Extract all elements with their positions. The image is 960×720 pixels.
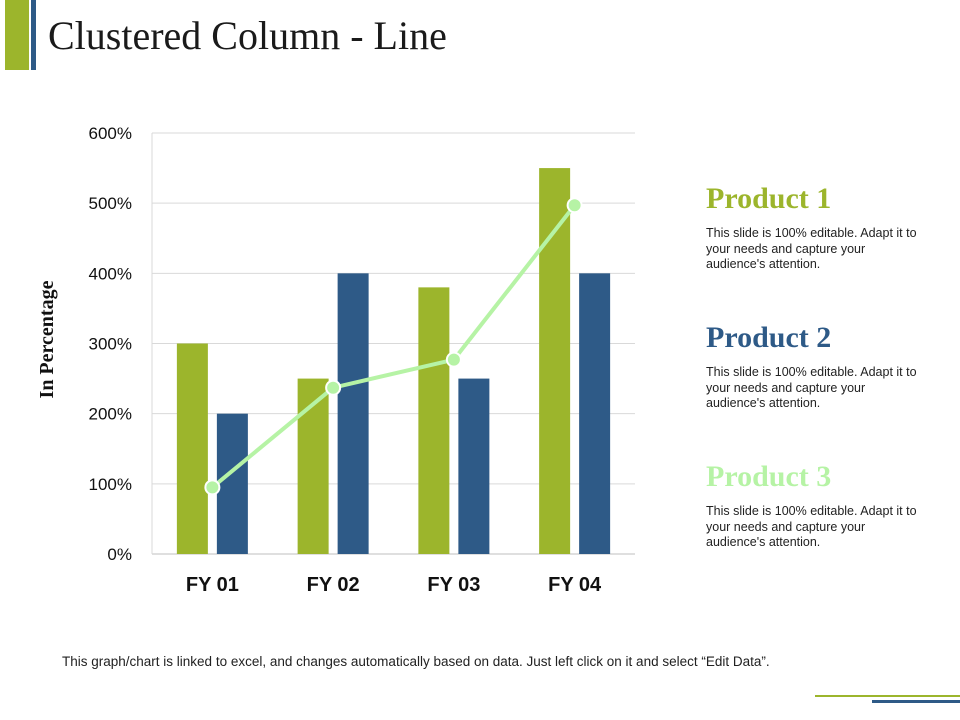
title-accent-blue xyxy=(31,0,36,70)
bar-product-1 xyxy=(418,287,450,554)
bar-product-2 xyxy=(458,378,490,554)
legend-product-1: Product 1 This slide is 100% editable. A… xyxy=(706,184,936,273)
legend-product-2: Product 2 This slide is 100% editable. A… xyxy=(706,323,936,412)
line-point xyxy=(204,479,221,496)
y-tick-label: 400% xyxy=(89,264,132,283)
y-tick-label: 0% xyxy=(107,545,132,564)
y-tick-label: 300% xyxy=(89,335,132,354)
legend-product-1-title: Product 1 xyxy=(706,182,832,215)
y-tick-label: 100% xyxy=(89,475,132,494)
corner-accent-blue xyxy=(872,700,960,703)
line-series-product-3 xyxy=(211,204,577,489)
legend-product-1-desc: This slide is 100% editable. Adapt it to… xyxy=(706,226,917,271)
x-category-label: FY 02 xyxy=(307,574,360,596)
bar-product-1 xyxy=(297,378,329,554)
bar-product-2 xyxy=(579,273,611,554)
line-point xyxy=(445,351,462,368)
legend-product-3-desc: This slide is 100% editable. Adapt it to… xyxy=(706,504,917,549)
line-point xyxy=(566,197,583,214)
y-tick-label: 600% xyxy=(89,124,132,143)
title-accent-green xyxy=(5,0,29,70)
legend-product-3: Product 3 This slide is 100% editable. A… xyxy=(706,462,936,551)
legend-product-3-title: Product 3 xyxy=(706,460,832,493)
y-tick-label: 200% xyxy=(89,405,132,424)
bar-product-2 xyxy=(216,413,248,554)
x-category-label: FY 03 xyxy=(427,574,480,596)
corner-accent-green xyxy=(815,695,960,697)
y-tick-label: 500% xyxy=(89,194,132,213)
footer-note: This graph/chart is linked to excel, and… xyxy=(62,654,770,669)
bar-product-1 xyxy=(176,343,208,554)
legend-product-2-title: Product 2 xyxy=(706,321,832,354)
x-category-label: FY 04 xyxy=(548,574,602,596)
slide-title: Clustered Column - Line xyxy=(48,13,447,58)
y-axis-title: In Percentage xyxy=(36,280,58,398)
legend-product-2-desc: This slide is 100% editable. Adapt it to… xyxy=(706,365,917,410)
bar-product-1 xyxy=(539,168,571,555)
x-category-label: FY 01 xyxy=(186,574,239,596)
bar-product-2 xyxy=(337,273,369,554)
line-point xyxy=(325,379,342,396)
